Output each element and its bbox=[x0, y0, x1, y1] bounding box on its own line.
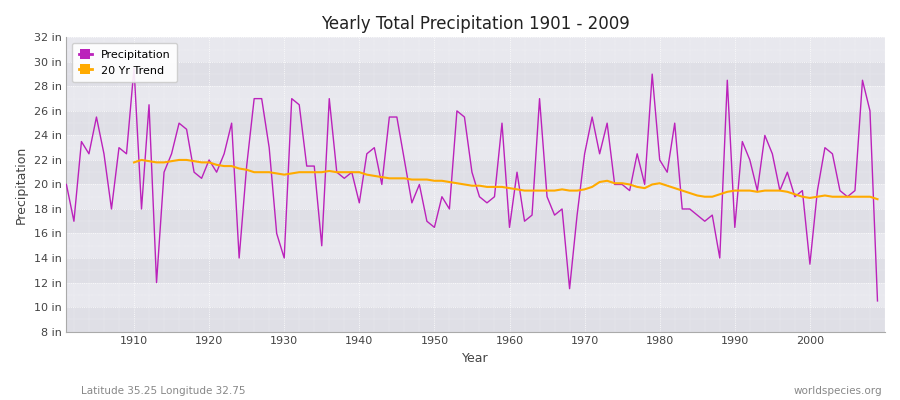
Text: Latitude 35.25 Longitude 32.75: Latitude 35.25 Longitude 32.75 bbox=[81, 386, 246, 396]
X-axis label: Year: Year bbox=[463, 352, 489, 365]
Bar bbox=[67, 307, 885, 332]
Bar bbox=[67, 258, 885, 282]
Bar bbox=[67, 111, 885, 136]
Title: Yearly Total Precipitation 1901 - 2009: Yearly Total Precipitation 1901 - 2009 bbox=[321, 15, 630, 33]
Bar bbox=[67, 160, 885, 184]
Bar bbox=[67, 209, 885, 234]
Text: worldspecies.org: worldspecies.org bbox=[794, 386, 882, 396]
Bar bbox=[67, 62, 885, 86]
Legend: Precipitation, 20 Yr Trend: Precipitation, 20 Yr Trend bbox=[72, 43, 177, 82]
Y-axis label: Precipitation: Precipitation bbox=[15, 145, 28, 224]
